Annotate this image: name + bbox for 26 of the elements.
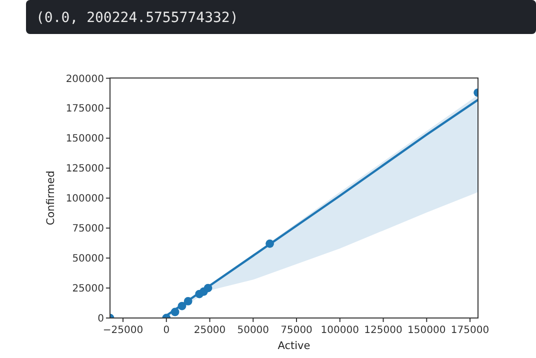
y-tick-label: 75000 xyxy=(72,224,104,235)
y-tick-label: 150000 xyxy=(66,134,104,145)
y-tick-label: 0 xyxy=(98,314,104,324)
point xyxy=(204,284,212,292)
point xyxy=(266,239,274,248)
x-tick-label: 150000 xyxy=(408,325,446,336)
x-tick-label: 75000 xyxy=(280,325,312,336)
y-tick-label: 25000 xyxy=(72,284,104,295)
y-tick-label: 200000 xyxy=(66,74,104,85)
x-tick-label: 0 xyxy=(163,325,170,336)
y-tick-label: 100000 xyxy=(66,194,104,205)
x-tick-label: −25000 xyxy=(102,325,144,336)
y-tick-label: 175000 xyxy=(66,104,104,115)
y-axis-title: Confirmed xyxy=(45,170,57,226)
x-tick-label: 50000 xyxy=(237,325,270,336)
x-tick-label: 175000 xyxy=(450,325,490,336)
y-tick-label: 50000 xyxy=(72,254,104,265)
x-axis-title: Active xyxy=(278,340,310,352)
point xyxy=(178,302,186,310)
point xyxy=(184,297,192,306)
x-tick-label: 100000 xyxy=(320,325,359,336)
y-tick-label: 125000 xyxy=(66,164,104,175)
text: (0.0, 200224.5755774332) xyxy=(36,10,238,26)
x-tick-label: 125000 xyxy=(364,325,402,336)
point xyxy=(170,308,180,316)
x-tick-label: 25000 xyxy=(194,325,226,336)
